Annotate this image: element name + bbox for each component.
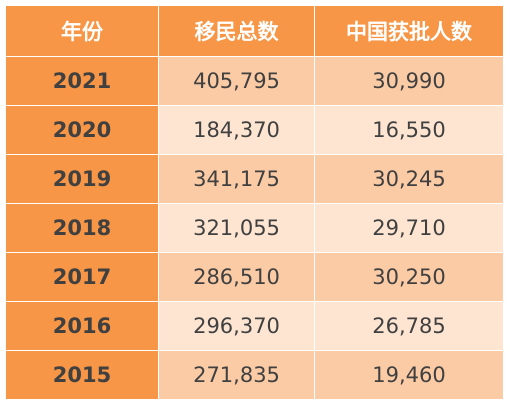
table-row: 2016 296,370 26,785 (6, 302, 503, 351)
china-cell: 30,245 (315, 155, 503, 203)
china-cell: 19,460 (315, 351, 503, 399)
year-cell: 2020 (6, 106, 159, 154)
total-cell: 321,055 (159, 204, 315, 252)
china-cell: 16,550 (315, 106, 503, 154)
china-cell: 29,710 (315, 204, 503, 252)
china-cell: 30,990 (315, 57, 503, 105)
table-row: 2017 286,510 30,250 (6, 253, 503, 302)
year-cell: 2021 (6, 57, 159, 105)
table-row: 2020 184,370 16,550 (6, 106, 503, 155)
year-cell: 2017 (6, 253, 159, 301)
table-row: 2021 405,795 30,990 (6, 57, 503, 106)
total-cell: 184,370 (159, 106, 315, 154)
immigration-table: 年份 移民总数 中国获批人数 2021 405,795 30,990 2020 … (6, 6, 503, 400)
year-cell: 2019 (6, 155, 159, 203)
header-total: 移民总数 (159, 6, 315, 56)
table-row: 2015 271,835 19,460 (6, 351, 503, 400)
total-cell: 286,510 (159, 253, 315, 301)
year-cell: 2016 (6, 302, 159, 350)
table-header-row: 年份 移民总数 中国获批人数 (6, 6, 503, 57)
header-china: 中国获批人数 (315, 6, 503, 56)
total-cell: 341,175 (159, 155, 315, 203)
china-cell: 26,785 (315, 302, 503, 350)
header-year: 年份 (6, 6, 159, 56)
total-cell: 296,370 (159, 302, 315, 350)
year-cell: 2018 (6, 204, 159, 252)
table-row: 2018 321,055 29,710 (6, 204, 503, 253)
china-cell: 30,250 (315, 253, 503, 301)
total-cell: 405,795 (159, 57, 315, 105)
total-cell: 271,835 (159, 351, 315, 399)
table-row: 2019 341,175 30,245 (6, 155, 503, 204)
year-cell: 2015 (6, 351, 159, 399)
